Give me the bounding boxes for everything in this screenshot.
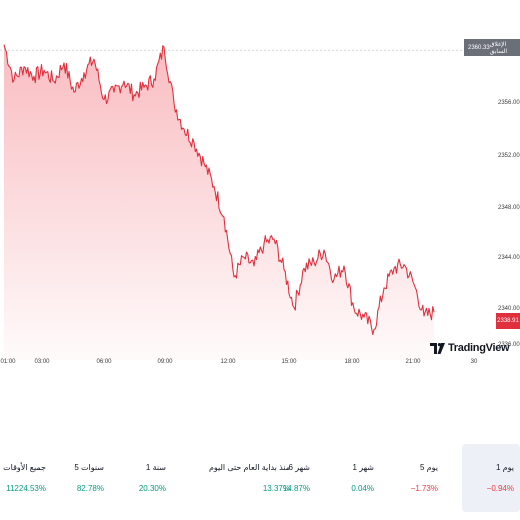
time-axis-label: 30 — [470, 359, 478, 365]
price-chart[interactable]: 2360.33 الإغلاق السابق 2356.00 2352.00 2… — [0, 0, 520, 380]
price-axis-label: 2356.00 — [498, 100, 520, 106]
price-point — [433, 311, 435, 313]
price-point — [23, 66, 25, 68]
price-point — [333, 278, 335, 280]
price-point — [293, 306, 295, 308]
tradingview-logo-icon — [430, 342, 445, 354]
price-point — [213, 185, 215, 187]
price-point — [223, 216, 225, 218]
perf-label: 1 يوم — [496, 463, 514, 472]
perf-value: −0.94% — [486, 484, 514, 493]
price-point — [303, 267, 305, 269]
price-point — [113, 91, 115, 93]
price-point — [183, 128, 185, 130]
price-point — [393, 267, 395, 269]
perf-item-5d[interactable]: 5 يوم −1.73% — [382, 444, 440, 512]
price-point — [263, 243, 265, 245]
time-axis-label: 21:00 — [405, 359, 421, 365]
price-point — [173, 102, 175, 104]
price-area-fill — [4, 44, 434, 360]
perf-label: جميع الأوقات — [3, 463, 46, 472]
perf-label: منذ بداية العام حتى اليوم — [208, 463, 290, 472]
price-point — [163, 46, 165, 48]
price-point — [133, 94, 135, 96]
price-point — [383, 287, 385, 289]
price-point — [43, 69, 45, 71]
time-axis-label: 03:00 — [34, 359, 50, 365]
time-axis-label: 15:00 — [281, 359, 297, 365]
tradingview-brand-text: TradingView — [448, 342, 510, 354]
price-point — [323, 249, 325, 251]
perf-item-6m[interactable]: 6 شهر 14.87% — [254, 444, 312, 512]
price-axis-label: 2336.00 — [498, 342, 520, 348]
perf-label: 5 سنوات — [74, 463, 104, 472]
price-point — [103, 99, 105, 101]
price-axis-label: 2344.00 — [498, 255, 520, 261]
price-point — [143, 86, 145, 88]
price-point — [123, 80, 125, 82]
performance-bar: 1 يوم −0.94% 5 يوم −1.73% 1 شهر 0.04% 6 … — [0, 436, 520, 520]
last-price-tag: 2338.91 — [496, 313, 520, 329]
time-axis-label: 09:00 — [157, 359, 173, 365]
price-point — [13, 79, 15, 81]
perf-value: 0.04% — [351, 484, 374, 493]
price-point — [193, 141, 195, 143]
perf-item-ytd[interactable]: منذ بداية العام حتى اليوم 13.37% — [182, 444, 292, 512]
price-point — [373, 328, 375, 330]
price-point — [273, 238, 275, 240]
price-axis-label: 2352.00 — [498, 153, 520, 159]
perf-label: 6 شهر — [288, 463, 310, 472]
perf-label: 1 سنة — [145, 463, 166, 472]
time-axis-label: 18:00 — [344, 359, 360, 365]
price-point — [413, 283, 415, 285]
price-point — [243, 256, 245, 258]
time-axis-label: 06:00 — [96, 359, 112, 365]
price-point — [363, 316, 365, 318]
perf-label: 5 يوم — [420, 463, 438, 472]
perf-value: −1.73% — [410, 484, 438, 493]
perf-value: 20.30% — [138, 484, 166, 493]
previous-close-tag: 2360.33 الإغلاق السابق — [464, 39, 520, 56]
tradingview-logo[interactable]: TradingView — [430, 340, 510, 356]
price-point — [153, 78, 155, 80]
price-point — [283, 269, 285, 271]
price-point — [93, 58, 95, 60]
price-line — [3, 44, 435, 336]
price-point — [423, 315, 425, 317]
price-point — [403, 264, 405, 266]
perf-item-1y[interactable]: 1 سنة 20.30% — [110, 444, 168, 512]
perf-item-1m[interactable]: 1 شهر 0.04% — [318, 444, 376, 512]
price-axis-label: 2340.00 — [498, 306, 520, 312]
price-point — [63, 62, 65, 64]
price-point — [203, 162, 205, 164]
perf-value: 14.87% — [282, 484, 310, 493]
perf-label: 1 شهر — [352, 463, 374, 472]
time-axis-label: 01:00 — [0, 359, 16, 365]
perf-item-1d[interactable]: 1 يوم −0.94% — [462, 444, 520, 512]
price-point — [73, 91, 75, 93]
perf-item-all[interactable]: جميع الأوقات 11224.53% — [0, 444, 48, 512]
price-point — [53, 80, 55, 82]
price-point — [3, 44, 5, 46]
time-axis-label: 12:00 — [220, 359, 236, 365]
price-point — [33, 75, 35, 77]
previous-close-label: الإغلاق السابق — [489, 41, 508, 55]
price-point — [253, 265, 255, 267]
price-axis-label: 2348.00 — [498, 205, 520, 211]
previous-close-value: 2360.33 — [468, 44, 490, 51]
price-point — [313, 261, 315, 263]
price-point — [83, 72, 85, 74]
price-point — [343, 265, 345, 267]
perf-value: 13.37% — [262, 484, 290, 493]
price-point — [353, 308, 355, 310]
chart-svg[interactable] — [0, 0, 520, 380]
perf-value: 11224.53% — [6, 484, 46, 493]
price-point — [233, 276, 235, 278]
perf-value: 82.78% — [76, 484, 104, 493]
perf-item-5y[interactable]: 5 سنوات 82.78% — [48, 444, 106, 512]
